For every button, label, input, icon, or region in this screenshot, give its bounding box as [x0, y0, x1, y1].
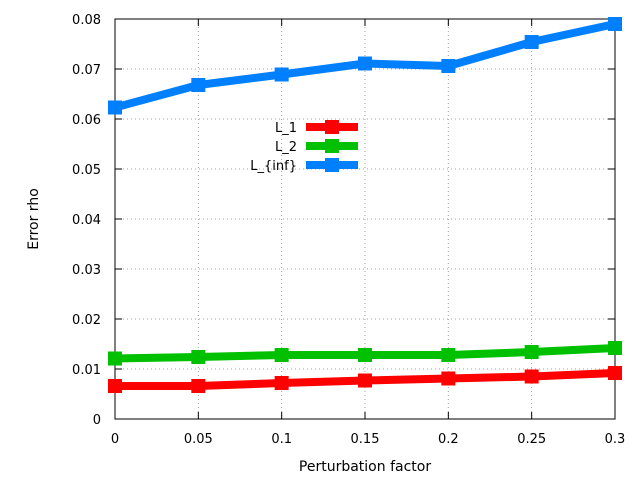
y-axis-title: Error rho	[26, 188, 42, 250]
data-point	[191, 379, 206, 393]
data-point	[108, 100, 122, 115]
x-tick-label: 0.3	[605, 432, 626, 447]
data-point	[108, 379, 122, 393]
data-point	[358, 56, 372, 71]
data-point	[358, 348, 372, 362]
legend-label: L_1	[275, 121, 297, 136]
data-point	[191, 350, 206, 364]
y-tick-label: 0.07	[72, 63, 101, 78]
data-point	[274, 67, 289, 82]
data-point	[108, 351, 122, 366]
y-tick-label: 0.02	[72, 313, 101, 328]
data-point	[441, 59, 456, 73]
data-point	[524, 35, 539, 49]
data-point	[608, 341, 622, 355]
legend-swatch-marker	[325, 139, 339, 153]
data-point	[608, 17, 622, 31]
x-tick-label: 0.15	[351, 432, 380, 447]
x-tick-label: 0.05	[184, 432, 213, 447]
y-tick-label: 0.03	[72, 263, 101, 278]
y-tick-label: 0.08	[72, 13, 101, 28]
series-lines	[108, 17, 622, 393]
legend-swatch-marker	[325, 120, 339, 134]
y-tick-label: 0.06	[72, 113, 101, 128]
y-tick-label: 0.05	[72, 163, 101, 178]
legend-swatch-marker	[325, 158, 339, 172]
data-point	[524, 345, 539, 359]
legend-label: L_{inf}	[250, 159, 297, 174]
data-point	[191, 78, 206, 92]
x-tick-label: 0.2	[438, 432, 459, 447]
data-point	[274, 376, 289, 390]
x-axis-title: Perturbation factor	[299, 459, 431, 475]
data-point	[358, 373, 372, 388]
data-point	[524, 369, 539, 384]
legend: L_1 L_2 L_{inf}	[250, 120, 358, 174]
y-tick-label: 0.04	[72, 213, 101, 228]
data-point	[441, 371, 456, 386]
y-tick-label: 0.01	[72, 363, 101, 378]
data-point	[608, 366, 622, 380]
x-tick-label: 0.25	[517, 432, 546, 447]
data-point	[441, 348, 456, 362]
axis-ticks: 0 0.01 0.02 0.03 0.04 0.05 0.06 0.07 0.08 0 0.05 0.…	[72, 13, 625, 447]
grid-lines	[115, 19, 615, 419]
y-tick-label: 0	[93, 413, 101, 428]
legend-label: L_2	[275, 140, 297, 155]
x-tick-label: 0	[111, 432, 119, 447]
data-point	[274, 348, 289, 362]
x-tick-label: 0.1	[271, 432, 292, 447]
